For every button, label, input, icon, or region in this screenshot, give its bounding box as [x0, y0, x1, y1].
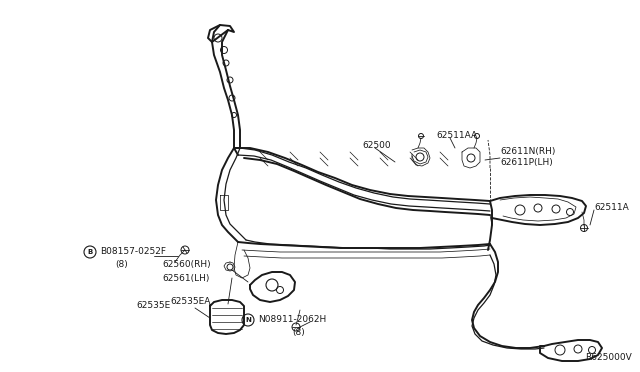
Text: 62561(LH): 62561(LH) [162, 273, 209, 282]
Text: N: N [245, 317, 251, 323]
Text: B08157-0252F: B08157-0252F [100, 247, 166, 257]
Text: 62535E: 62535E [136, 301, 170, 310]
Text: 62611P(LH): 62611P(LH) [500, 157, 553, 167]
Text: 62511A: 62511A [594, 202, 628, 212]
Text: 62500: 62500 [362, 141, 390, 150]
Text: 62535EA: 62535EA [170, 298, 211, 307]
Text: 62560(RH): 62560(RH) [162, 260, 211, 269]
Text: (8): (8) [115, 260, 128, 269]
Text: (8): (8) [292, 327, 305, 337]
Text: R625000V: R625000V [585, 353, 632, 362]
Text: B: B [88, 249, 93, 255]
Text: N08911-2062H: N08911-2062H [258, 315, 326, 324]
Text: 62611N(RH): 62611N(RH) [500, 147, 556, 155]
Text: 62511AA: 62511AA [436, 131, 477, 140]
